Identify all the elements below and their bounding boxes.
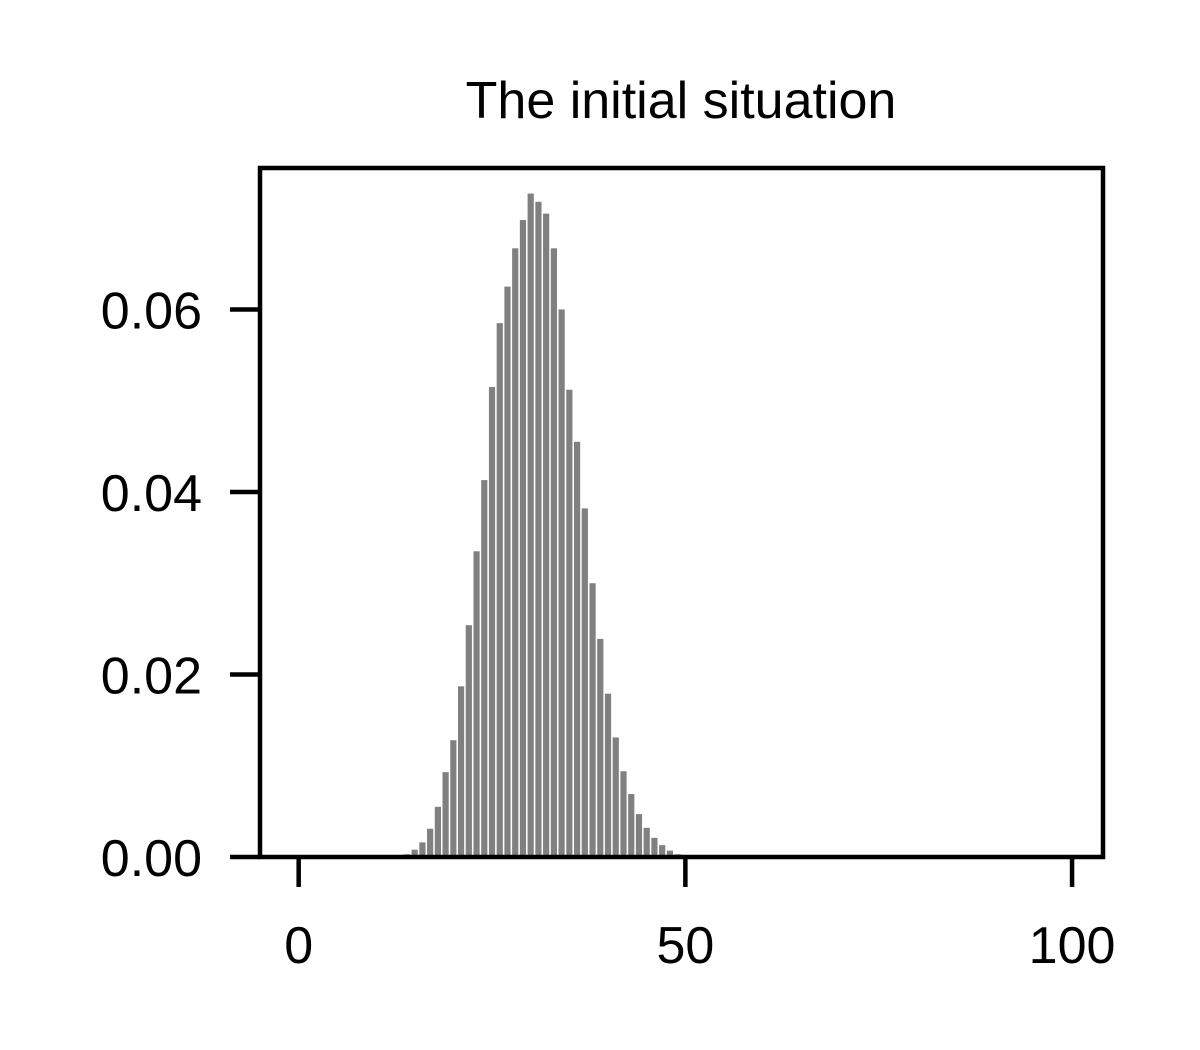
histogram-bar — [666, 850, 673, 857]
histogram-bar — [535, 201, 542, 857]
histogram-bar — [604, 693, 612, 857]
bars-group — [403, 193, 681, 858]
y-tick-label: 0.04 — [101, 465, 202, 523]
x-tick-label: 100 — [1029, 917, 1116, 975]
histogram-bar — [589, 583, 596, 857]
histogram-bar — [419, 842, 426, 857]
histogram-bar — [512, 248, 519, 857]
y-tick-label: 0.06 — [101, 282, 202, 340]
histogram-bar — [581, 508, 588, 857]
histogram-bar — [481, 480, 488, 857]
histogram-bar — [496, 323, 503, 857]
histogram-bar — [597, 638, 604, 857]
histogram-bar — [566, 389, 573, 857]
histogram-bar — [465, 625, 472, 857]
histogram-bar — [442, 772, 449, 857]
histogram-bar — [651, 837, 658, 857]
histogram-bar — [450, 740, 457, 857]
histogram-bar — [519, 220, 527, 857]
histogram-bar — [411, 849, 418, 857]
histogram-bar — [473, 551, 480, 857]
histogram-bar — [635, 814, 643, 857]
histogram-bar — [628, 794, 635, 857]
histogram-bar — [504, 286, 511, 857]
y-tick-label: 0.00 — [101, 830, 202, 888]
x-tick-label: 0 — [284, 917, 313, 975]
histogram-bar — [643, 827, 650, 857]
histogram-bar — [434, 806, 441, 857]
chart-title: The initial situation — [466, 72, 897, 130]
histogram-bar — [558, 309, 565, 857]
histogram-bar — [620, 771, 627, 857]
y-tick-label: 0.02 — [101, 647, 202, 705]
x-tick-label: 50 — [656, 917, 714, 975]
histogram-bar — [488, 387, 496, 857]
histogram-bar — [550, 248, 557, 857]
histogram-bar — [612, 737, 619, 857]
histogram-bar — [659, 845, 666, 857]
histogram-bar — [574, 441, 581, 857]
histogram-bar — [427, 828, 434, 857]
y-axis: 0.00 0.02 0.04 0.06 — [101, 282, 260, 888]
histogram-bar — [527, 193, 534, 858]
histogram-bar — [543, 213, 550, 857]
histogram-bar — [457, 686, 465, 857]
plot-frame — [257, 165, 1106, 860]
x-axis: 0 50 100 — [284, 857, 1115, 975]
